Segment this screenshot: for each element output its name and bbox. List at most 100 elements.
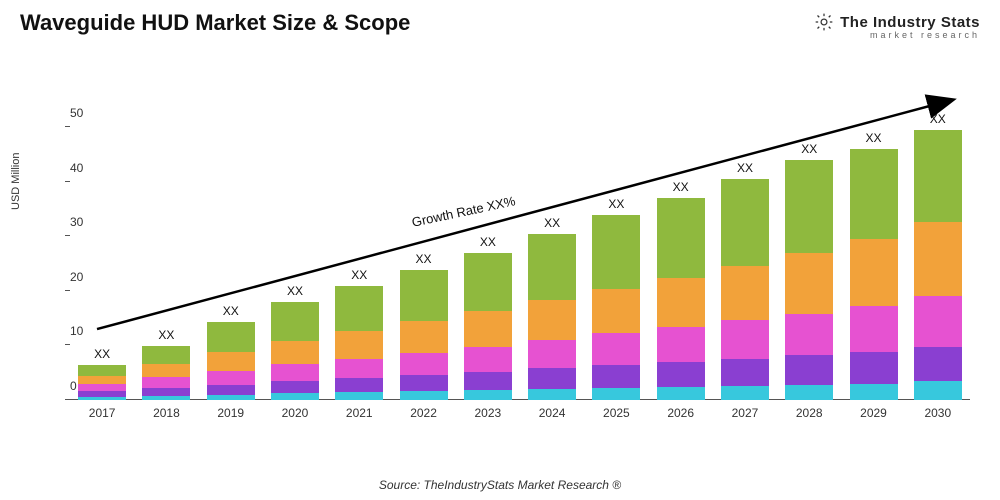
bar-top-label: XX	[223, 304, 239, 318]
x-tick: 2026	[667, 406, 694, 420]
bar-segment	[207, 322, 255, 353]
bar-segment	[592, 388, 640, 400]
bar-segment	[142, 377, 190, 388]
bar-group: XX2022	[400, 270, 448, 400]
bar-segment	[785, 253, 833, 314]
bar-segment	[271, 393, 319, 400]
x-tick: 2027	[732, 406, 759, 420]
bar-segment	[721, 320, 769, 358]
bar-segment	[592, 365, 640, 388]
bar-segment	[592, 289, 640, 334]
bar-stack	[207, 322, 255, 401]
bar-top-label: XX	[351, 268, 367, 282]
bar-top-label: XX	[94, 347, 110, 361]
bar-segment	[78, 384, 126, 392]
source-citation: Source: TheIndustryStats Market Research…	[0, 478, 1000, 492]
bar-group: XX2030	[914, 130, 962, 401]
x-tick: 2025	[603, 406, 630, 420]
bar-stack	[592, 215, 640, 400]
bar-group: XX2017	[78, 365, 126, 400]
bar-segment	[721, 266, 769, 321]
bar-segment	[850, 384, 898, 400]
bar-segment	[657, 327, 705, 362]
bar-segment	[271, 302, 319, 341]
bar-segment	[657, 278, 705, 327]
x-tick: 2017	[89, 406, 116, 420]
brand-logo: The Industry Stats market research	[814, 12, 980, 40]
bar-group: XX2018	[142, 346, 190, 401]
bar-top-label: XX	[673, 180, 689, 194]
bar-stack	[142, 346, 190, 401]
bar-segment	[78, 397, 126, 400]
bar-segment	[914, 381, 962, 400]
bar-top-label: XX	[801, 142, 817, 156]
bar-segment	[400, 321, 448, 353]
bar-segment	[785, 385, 833, 400]
y-axis-label: USD Million	[10, 153, 22, 210]
bar-segment	[914, 296, 962, 346]
bar-segment	[271, 364, 319, 381]
bar-segment	[335, 392, 383, 400]
gear-icon	[814, 12, 834, 32]
bar-segment	[207, 385, 255, 395]
x-tick: 2024	[539, 406, 566, 420]
bar-segment	[785, 314, 833, 355]
bar-segment	[335, 331, 383, 358]
bar-top-label: XX	[416, 252, 432, 266]
x-tick: 2028	[796, 406, 823, 420]
bar-stack	[657, 198, 705, 400]
bar-segment	[78, 376, 126, 384]
x-tick: 2018	[153, 406, 180, 420]
bar-stack	[271, 302, 319, 400]
bar-segment	[657, 362, 705, 387]
bar-segment	[850, 149, 898, 238]
bar-segment	[335, 378, 383, 392]
bar-segment	[400, 270, 448, 321]
chart-title: Waveguide HUD Market Size & Scope	[20, 10, 410, 36]
bar-segment	[914, 130, 962, 223]
bar-segment	[464, 311, 512, 347]
bar-segment	[271, 341, 319, 364]
bar-segment	[528, 389, 576, 400]
bar-segment	[142, 346, 190, 365]
logo-main-row: The Industry Stats	[814, 12, 980, 32]
bar-group: XX2021	[335, 286, 383, 401]
bar-segment	[271, 381, 319, 393]
bar-segment	[914, 347, 962, 382]
bar-stack	[785, 160, 833, 400]
bar-segment	[464, 253, 512, 311]
bar-segment	[528, 340, 576, 368]
bar-group: XX2025	[592, 215, 640, 400]
bar-stack	[721, 179, 769, 400]
bar-group: XX2019	[207, 322, 255, 401]
bar-segment	[721, 386, 769, 400]
bar-group: XX2026	[657, 198, 705, 400]
bar-segment	[400, 391, 448, 400]
bar-stack	[400, 270, 448, 400]
bar-segment	[464, 347, 512, 372]
bar-group: XX2024	[528, 234, 576, 400]
bar-segment	[400, 353, 448, 375]
bar-segment	[335, 286, 383, 332]
bar-group: XX2023	[464, 253, 512, 400]
x-tick: 2020	[282, 406, 309, 420]
bar-stack	[464, 253, 512, 400]
bar-segment	[592, 333, 640, 365]
bar-segment	[464, 390, 512, 400]
bar-segment	[207, 371, 255, 385]
bar-group: XX2020	[271, 302, 319, 400]
logo-main-text: The Industry Stats	[840, 14, 980, 31]
bar-segment	[592, 215, 640, 289]
bar-segment	[335, 359, 383, 379]
bar-top-label: XX	[158, 328, 174, 342]
x-tick: 2023	[474, 406, 501, 420]
bar-top-label: XX	[737, 161, 753, 175]
bar-segment	[464, 372, 512, 391]
bar-top-label: XX	[930, 112, 946, 126]
bar-stack	[335, 286, 383, 401]
bar-stack	[528, 234, 576, 400]
x-tick: 2019	[217, 406, 244, 420]
bar-top-label: XX	[480, 235, 496, 249]
bar-group: XX2027	[721, 179, 769, 400]
bar-segment	[721, 179, 769, 266]
